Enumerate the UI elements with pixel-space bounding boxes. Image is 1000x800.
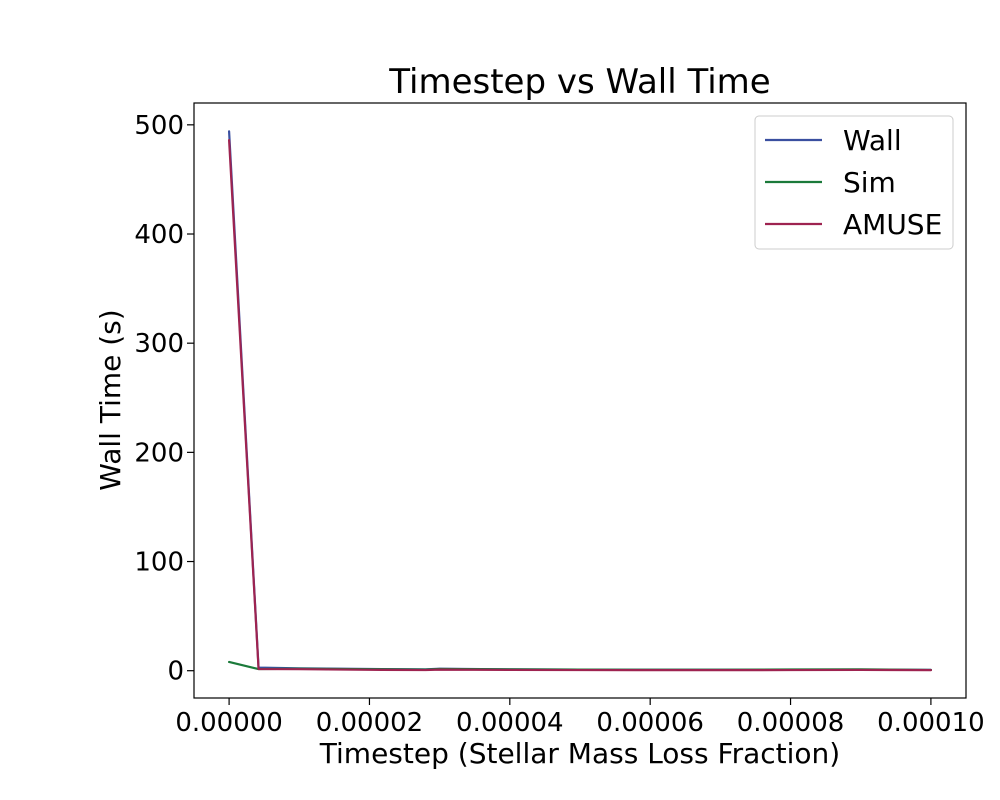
y-tick-label: 200 bbox=[134, 438, 184, 468]
x-axis-label: Timestep (Stellar Mass Loss Fraction) bbox=[319, 737, 840, 770]
y-tick-label: 300 bbox=[134, 329, 184, 359]
y-axis-label: Wall Time (s) bbox=[94, 309, 127, 490]
y-tick-label: 500 bbox=[134, 111, 184, 141]
legend-label-wall: Wall bbox=[843, 124, 902, 157]
plot-frame bbox=[193, 102, 967, 699]
y-tick-label: 0 bbox=[167, 657, 184, 687]
y-axis: 0 100 200 300 400 500 bbox=[134, 111, 194, 687]
legend-label-amuse: AMUSE bbox=[843, 208, 942, 241]
legend-label-sim: Sim bbox=[843, 166, 896, 199]
x-tick-label: 0.00004 bbox=[456, 708, 564, 738]
y-tick-label: 400 bbox=[134, 220, 184, 250]
x-tick-label: 0.00010 bbox=[877, 708, 985, 738]
x-tick-label: 0.00000 bbox=[175, 708, 283, 738]
x-tick-label: 0.00002 bbox=[316, 708, 424, 738]
y-tick-label: 100 bbox=[134, 548, 184, 578]
x-tick-label: 0.00006 bbox=[596, 708, 704, 738]
series-line-amuse bbox=[227, 139, 933, 672]
plot-area bbox=[227, 130, 933, 672]
legend: Wall Sim AMUSE bbox=[754, 115, 954, 250]
x-tick-label: 0.00008 bbox=[737, 708, 845, 738]
chart-title: Timestep vs Wall Time bbox=[388, 62, 770, 102]
legend-box bbox=[754, 115, 954, 250]
x-axis: 0.00000 0.00002 0.00004 0.00006 0.00008 0.000… bbox=[175, 698, 985, 738]
